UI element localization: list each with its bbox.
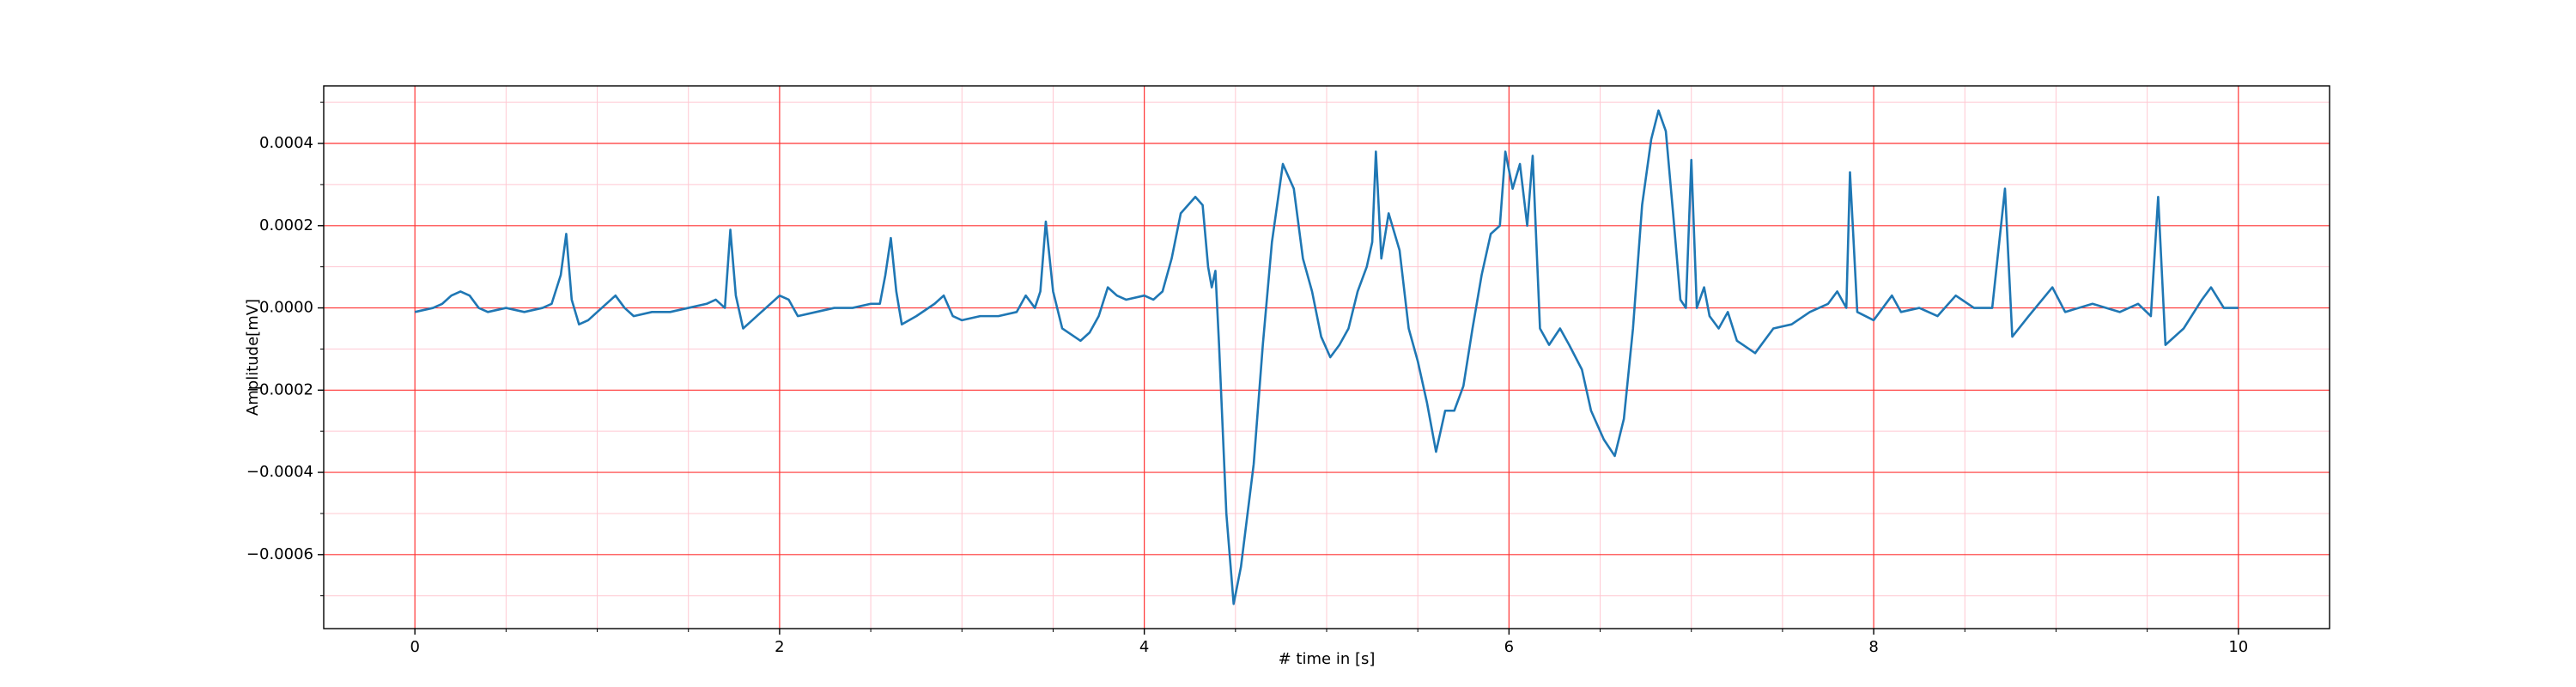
x-tick-label: 10 [2228,638,2248,656]
x-tick-label: 0 [410,638,419,656]
x-tick-label: 4 [1139,638,1149,656]
y-tick-label: 0.0000 [259,299,313,317]
y-tick-label: 0.0004 [259,134,313,152]
y-tick-label: −0.0004 [246,463,313,481]
y-tick-label: −0.0002 [246,380,313,398]
x-tick-label: 2 [775,638,784,656]
y-tick-label: −0.0006 [246,545,313,563]
x-tick-label: 6 [1504,638,1514,656]
y-tick-label: 0.0002 [259,216,313,234]
plot-frame [323,85,2330,629]
y-axis-label: Amplitude[mV] [244,299,262,416]
x-axis-label: # time in [s] [1279,650,1376,668]
x-tick-label: 8 [1868,638,1878,656]
data-line [414,109,2239,605]
